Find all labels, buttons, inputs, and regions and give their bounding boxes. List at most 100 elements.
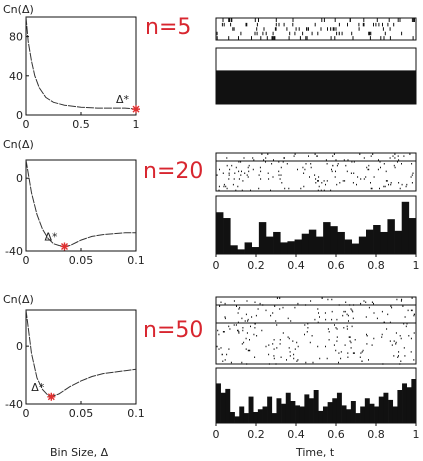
- psth-bar: [223, 218, 231, 254]
- psth-bar: [387, 219, 395, 254]
- cost-axis-label-n50: Cn(Δ): [3, 293, 34, 306]
- psth-bar: [266, 236, 274, 254]
- psth-bar: [216, 212, 224, 254]
- spike-raster: [216, 153, 414, 192]
- psth-bar: [344, 239, 353, 254]
- cost-axis-label-n5: Cn(Δ): [3, 3, 34, 16]
- psth-bar: [216, 383, 221, 423]
- psth-bar: [373, 225, 381, 254]
- x-tick-label: 0.2: [247, 428, 265, 441]
- cost-curve: [25, 159, 136, 247]
- n-label-n20: n=20: [143, 159, 203, 184]
- y-tick-label: 40: [9, 70, 23, 83]
- psth-bar: [378, 396, 384, 423]
- psth-bar: [248, 396, 254, 423]
- spike-raster: [216, 18, 415, 40]
- psth-bar: [374, 406, 380, 423]
- psth-bar: [364, 398, 370, 423]
- psth-bar: [262, 406, 268, 423]
- optimum-marker: [47, 392, 56, 401]
- time-axis-label: Time, t: [295, 446, 335, 459]
- psth-bar: [397, 390, 403, 423]
- x-tick-label: 0: [213, 259, 220, 272]
- y-tick-label: 0: [16, 109, 23, 122]
- psth-bar: [281, 403, 287, 423]
- psth-bar: [313, 390, 319, 423]
- psth-bar: [225, 388, 231, 423]
- cost-curve: [25, 16, 137, 110]
- psth-bar: [258, 222, 267, 254]
- psth-bar: [273, 231, 281, 254]
- psth-bar: [280, 242, 288, 254]
- psth-bar: [394, 230, 403, 254]
- psth-bar: [355, 413, 361, 423]
- psth-bar: [299, 406, 305, 423]
- psth-bar: [239, 406, 245, 423]
- x-tick-label: 0.2: [247, 259, 265, 272]
- psth-bar: [244, 242, 253, 254]
- psth-bar: [350, 401, 356, 423]
- x-tick-label: 0.5: [72, 118, 90, 131]
- n-label-n5: n=5: [145, 15, 191, 40]
- psth-bar: [243, 413, 249, 423]
- x-tick-label: 0.4: [287, 259, 305, 272]
- psth-bar: [360, 406, 366, 423]
- psth-bar: [336, 392, 342, 423]
- x-tick-label: 0.8: [367, 259, 385, 272]
- psth-bar: [388, 399, 394, 423]
- optimum-marker: [132, 105, 140, 114]
- psth-bar: [301, 233, 310, 254]
- bin-size-axis-label: Bin Size, Δ: [50, 446, 109, 459]
- psth-bar: [290, 401, 296, 423]
- psth-bar: [383, 392, 389, 423]
- psth-bar: [253, 412, 259, 423]
- x-tick-label: 1: [413, 428, 420, 441]
- n-label-n50: n=50: [143, 318, 203, 343]
- psth-bar: [369, 403, 375, 423]
- psth-bar: [401, 201, 410, 254]
- x-tick-label: 1: [413, 259, 420, 272]
- y-tick-label: 0: [16, 340, 23, 353]
- x-tick-label: 0.8: [367, 428, 385, 441]
- optimum-marker: [60, 242, 69, 251]
- psth-bar: [309, 398, 314, 423]
- psth-bar: [330, 226, 338, 254]
- psth-bar: [392, 406, 398, 423]
- x-tick-label: 0.6: [327, 428, 345, 441]
- psth-bar: [308, 229, 317, 254]
- y-tick-label: 80: [9, 31, 23, 44]
- optimum-label: Δ*: [116, 93, 130, 106]
- x-tick-label: 0: [23, 407, 30, 420]
- psth-bar: [316, 236, 324, 254]
- psth-bar: [267, 396, 273, 423]
- x-tick-label: 0.05: [69, 407, 94, 420]
- psth-bar: [216, 70, 417, 104]
- psth-bar: [318, 410, 324, 423]
- psth-bar: [251, 247, 260, 254]
- psth-bar: [327, 402, 333, 423]
- x-tick-label: 0.05: [69, 254, 94, 267]
- psth-bar: [406, 387, 412, 423]
- psth-bar: [411, 379, 417, 423]
- psth-bar: [408, 218, 417, 254]
- psth-bar: [220, 392, 226, 423]
- psth-bar: [237, 249, 245, 254]
- psth-bar: [304, 394, 310, 423]
- y-tick-label: 0: [16, 172, 23, 185]
- optimum-label: Δ*: [31, 381, 45, 394]
- psth-bar: [341, 405, 347, 423]
- cost-curve: [25, 309, 137, 398]
- psth-bar: [358, 236, 367, 254]
- x-tick-label: 0.1: [127, 407, 145, 420]
- psth-bar: [332, 398, 338, 423]
- psth-bar: [322, 406, 328, 423]
- cost-axis-label-n20: Cn(Δ): [3, 138, 34, 151]
- psth-bar: [294, 239, 303, 254]
- x-tick-label: 0: [23, 118, 30, 131]
- psth-bar: [276, 398, 282, 423]
- psth-bar: [337, 231, 345, 254]
- raster-frame: [215, 17, 417, 41]
- x-tick-label: 0.4: [287, 428, 305, 441]
- psth-bar: [230, 245, 238, 254]
- psth-bar: [346, 409, 352, 423]
